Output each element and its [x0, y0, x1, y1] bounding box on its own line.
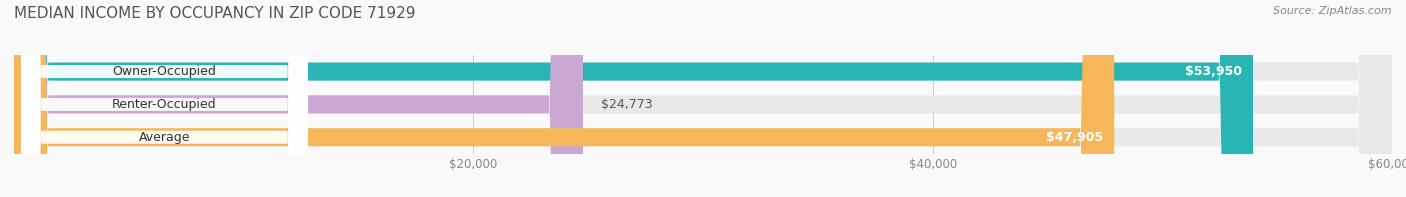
Text: $47,905: $47,905 — [1046, 131, 1102, 144]
FancyBboxPatch shape — [14, 0, 1392, 197]
FancyBboxPatch shape — [14, 0, 1392, 197]
FancyBboxPatch shape — [21, 0, 308, 197]
Text: Renter-Occupied: Renter-Occupied — [112, 98, 217, 111]
FancyBboxPatch shape — [14, 0, 1114, 197]
Text: $53,950: $53,950 — [1184, 65, 1241, 78]
FancyBboxPatch shape — [21, 0, 308, 197]
Text: Source: ZipAtlas.com: Source: ZipAtlas.com — [1274, 6, 1392, 16]
FancyBboxPatch shape — [21, 0, 308, 197]
Text: Average: Average — [139, 131, 190, 144]
Text: Owner-Occupied: Owner-Occupied — [112, 65, 217, 78]
FancyBboxPatch shape — [14, 0, 583, 197]
Text: MEDIAN INCOME BY OCCUPANCY IN ZIP CODE 71929: MEDIAN INCOME BY OCCUPANCY IN ZIP CODE 7… — [14, 6, 416, 21]
FancyBboxPatch shape — [14, 0, 1392, 197]
FancyBboxPatch shape — [14, 0, 1253, 197]
Text: $24,773: $24,773 — [602, 98, 652, 111]
